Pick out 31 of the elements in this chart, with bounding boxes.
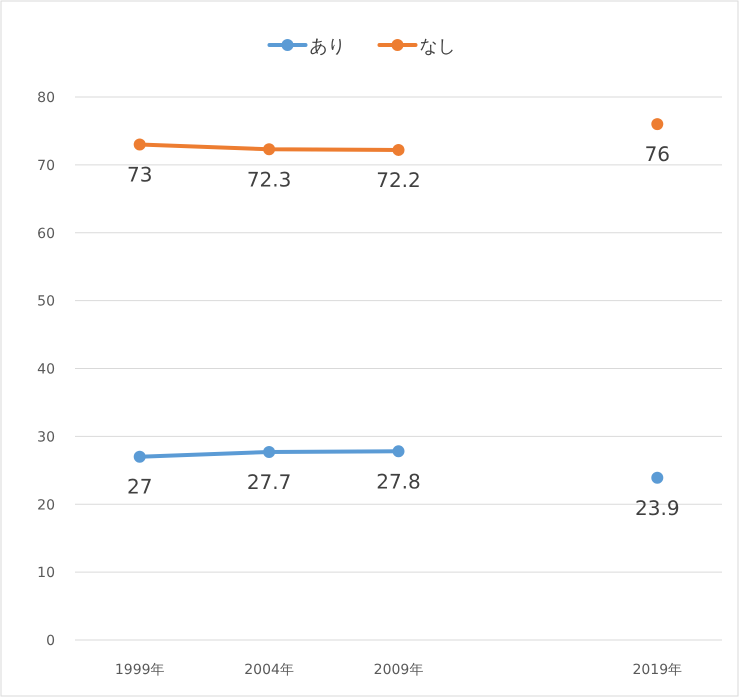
point [134, 450, 146, 463]
data-label: 73 [126, 162, 152, 187]
y-tick-label: 50 [37, 294, 55, 310]
data-label: 27 [126, 474, 152, 499]
data-label: 27.8 [376, 469, 421, 494]
point [392, 445, 404, 458]
y-tick-label: 0 [46, 633, 55, 649]
data-label: 76 [644, 142, 670, 166]
y-tick-label: 40 [37, 362, 55, 378]
legend-label: あり [310, 36, 346, 57]
point [263, 446, 276, 458]
x-tick-label: 1999年 [114, 662, 165, 678]
y-tick-label: 60 [37, 226, 55, 242]
point [134, 138, 146, 151]
x-tick-label: 2019年 [632, 662, 682, 678]
data-label: 27.7 [246, 470, 292, 494]
y-tick-label: 70 [37, 158, 55, 174]
legend-label: なし [420, 36, 456, 57]
y-tick-label: 10 [37, 565, 55, 582]
point [651, 118, 664, 130]
point [651, 472, 664, 484]
x-tick-label: 2004年 [244, 662, 294, 678]
point [392, 144, 404, 156]
data-label: 72.3 [246, 167, 292, 192]
data-label: 23.9 [635, 496, 680, 520]
y-tick-label: 80 [37, 90, 55, 106]
x-tick-label: 2009年 [374, 662, 424, 678]
point [263, 143, 276, 156]
y-tick-label: 20 [37, 497, 55, 514]
y-tick-label: 30 [37, 429, 55, 446]
data-label: 72.2 [376, 168, 421, 192]
